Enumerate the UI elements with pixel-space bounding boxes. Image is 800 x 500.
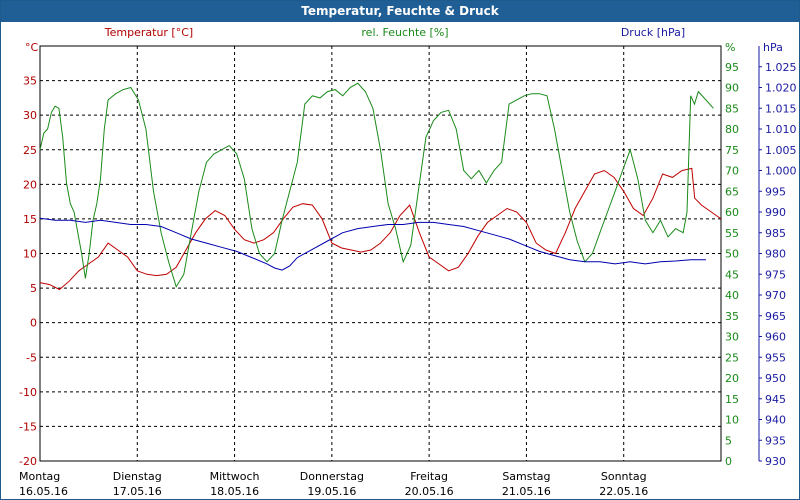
pressure-axis-label: Druck [hPa] (621, 26, 685, 39)
pressure-tick-label: 940 (765, 414, 786, 427)
grid (39, 45, 722, 462)
temperature-tick-label: 5 (30, 282, 37, 295)
humidity-tick-label: 65 (725, 185, 739, 198)
humidity-tick-label: 30 (725, 331, 739, 344)
pressure-tick-label: 1.005 (765, 144, 797, 157)
temperature-axis-ticks: -20 -15 -10 -5 0 5 10 15 20 25 30 35 (19, 75, 37, 468)
humidity-tick-label: 35 (725, 310, 739, 323)
x-axis-labels: Montag 16.05.16 Dienstag 17.05.16 Mittwoch 18… (19, 470, 648, 498)
pressure-tick-label: 975 (765, 268, 786, 281)
x-date-label: 16.05.16 (19, 485, 68, 498)
x-day-label: Sonntag (601, 470, 647, 483)
temperature-tick-label: 15 (23, 213, 37, 226)
temperature-axis-label: Temperatur [°C] (104, 26, 193, 39)
humidity-tick-label: 5 (725, 434, 732, 447)
humidity-axis-label: rel. Feuchte [%] (361, 26, 448, 39)
pressure-series-line (39, 217, 706, 271)
x-date-label: 19.05.16 (307, 485, 356, 498)
temperature-tick-label: -5 (26, 351, 37, 364)
pressure-tick-label: 990 (765, 206, 786, 219)
humidity-axis-ticks: 0 5 10 15 20 25 30 35 40 45 50 55 60 65 70 75 80 85 90 95 (725, 61, 739, 468)
humidity-tick-label: 45 (725, 268, 739, 281)
pressure-tick-label: 935 (765, 434, 786, 447)
x-date-label: 20.05.16 (405, 485, 454, 498)
x-day-label: Montag (19, 470, 60, 483)
humidity-tick-label: 50 (725, 248, 739, 261)
temperature-unit-label: °C (25, 41, 39, 54)
pressure-tick-label: 1.015 (765, 102, 797, 115)
temperature-tick-label: 30 (23, 109, 37, 122)
pressure-tick-label: 1.020 (765, 82, 797, 95)
x-day-label: Dienstag (113, 470, 162, 483)
pressure-tick-label: 1.000 (765, 165, 797, 178)
pressure-tick-label: 1.025 (765, 61, 797, 74)
humidity-tick-label: 95 (725, 61, 739, 74)
humidity-tick-label: 40 (725, 289, 739, 302)
pressure-unit-label: hPa (763, 41, 783, 54)
humidity-tick-label: 15 (725, 393, 739, 406)
pressure-tick-label: 985 (765, 227, 786, 240)
x-day-label: Samstag (502, 470, 550, 483)
humidity-tick-label: 70 (725, 165, 739, 178)
pressure-tick-label: 945 (765, 393, 786, 406)
pressure-tick-label: 950 (765, 372, 786, 385)
humidity-tick-label: 55 (725, 227, 739, 240)
pressure-axis-ticks: 930 935 940 945 950 955 960 965 970 975 980 985 990 9… (758, 46, 797, 468)
pressure-tick-label: 930 (765, 455, 786, 468)
temperature-tick-label: 20 (23, 178, 37, 191)
humidity-tick-label: 75 (725, 144, 739, 157)
x-date-label: 21.05.16 (502, 485, 551, 498)
humidity-tick-label: 85 (725, 102, 739, 115)
x-day-label: Mittwoch (210, 470, 260, 483)
temperature-tick-label: 0 (30, 317, 37, 330)
temperature-tick-label: 35 (23, 75, 37, 88)
pressure-tick-label: 995 (765, 185, 786, 198)
pressure-tick-label: 980 (765, 248, 786, 261)
temperature-tick-label: -10 (19, 386, 37, 399)
humidity-tick-label: 20 (725, 372, 739, 385)
temperature-tick-label: 25 (23, 144, 37, 157)
humidity-tick-label: 80 (725, 123, 739, 136)
pressure-tick-label: 960 (765, 331, 786, 344)
x-date-label: 17.05.16 (113, 485, 162, 498)
chart-title: Temperatur, Feuchte & Druck (1, 1, 799, 22)
pressure-tick-label: 955 (765, 351, 786, 364)
humidity-tick-label: 0 (725, 455, 732, 468)
temperature-tick-label: 10 (23, 248, 37, 261)
temperature-tick-label: -15 (19, 420, 37, 433)
humidity-tick-label: 10 (725, 414, 739, 427)
x-date-label: 22.05.16 (599, 485, 648, 498)
temperature-tick-label: -20 (19, 455, 37, 468)
humidity-tick-label: 90 (725, 82, 739, 95)
pressure-tick-label: 965 (765, 310, 786, 323)
humidity-tick-label: 25 (725, 351, 739, 364)
humidity-tick-label: 60 (725, 206, 739, 219)
humidity-unit-label: % (725, 41, 735, 54)
x-date-label: 18.05.16 (210, 485, 259, 498)
pressure-tick-label: 970 (765, 289, 786, 302)
humidity-series-line (39, 82, 714, 288)
temperature-series-line (39, 167, 722, 291)
x-day-label: Freitag (410, 470, 448, 483)
plot-area (39, 82, 722, 291)
pressure-tick-label: 1.010 (765, 123, 797, 136)
x-day-label: Donnerstag (300, 470, 364, 483)
